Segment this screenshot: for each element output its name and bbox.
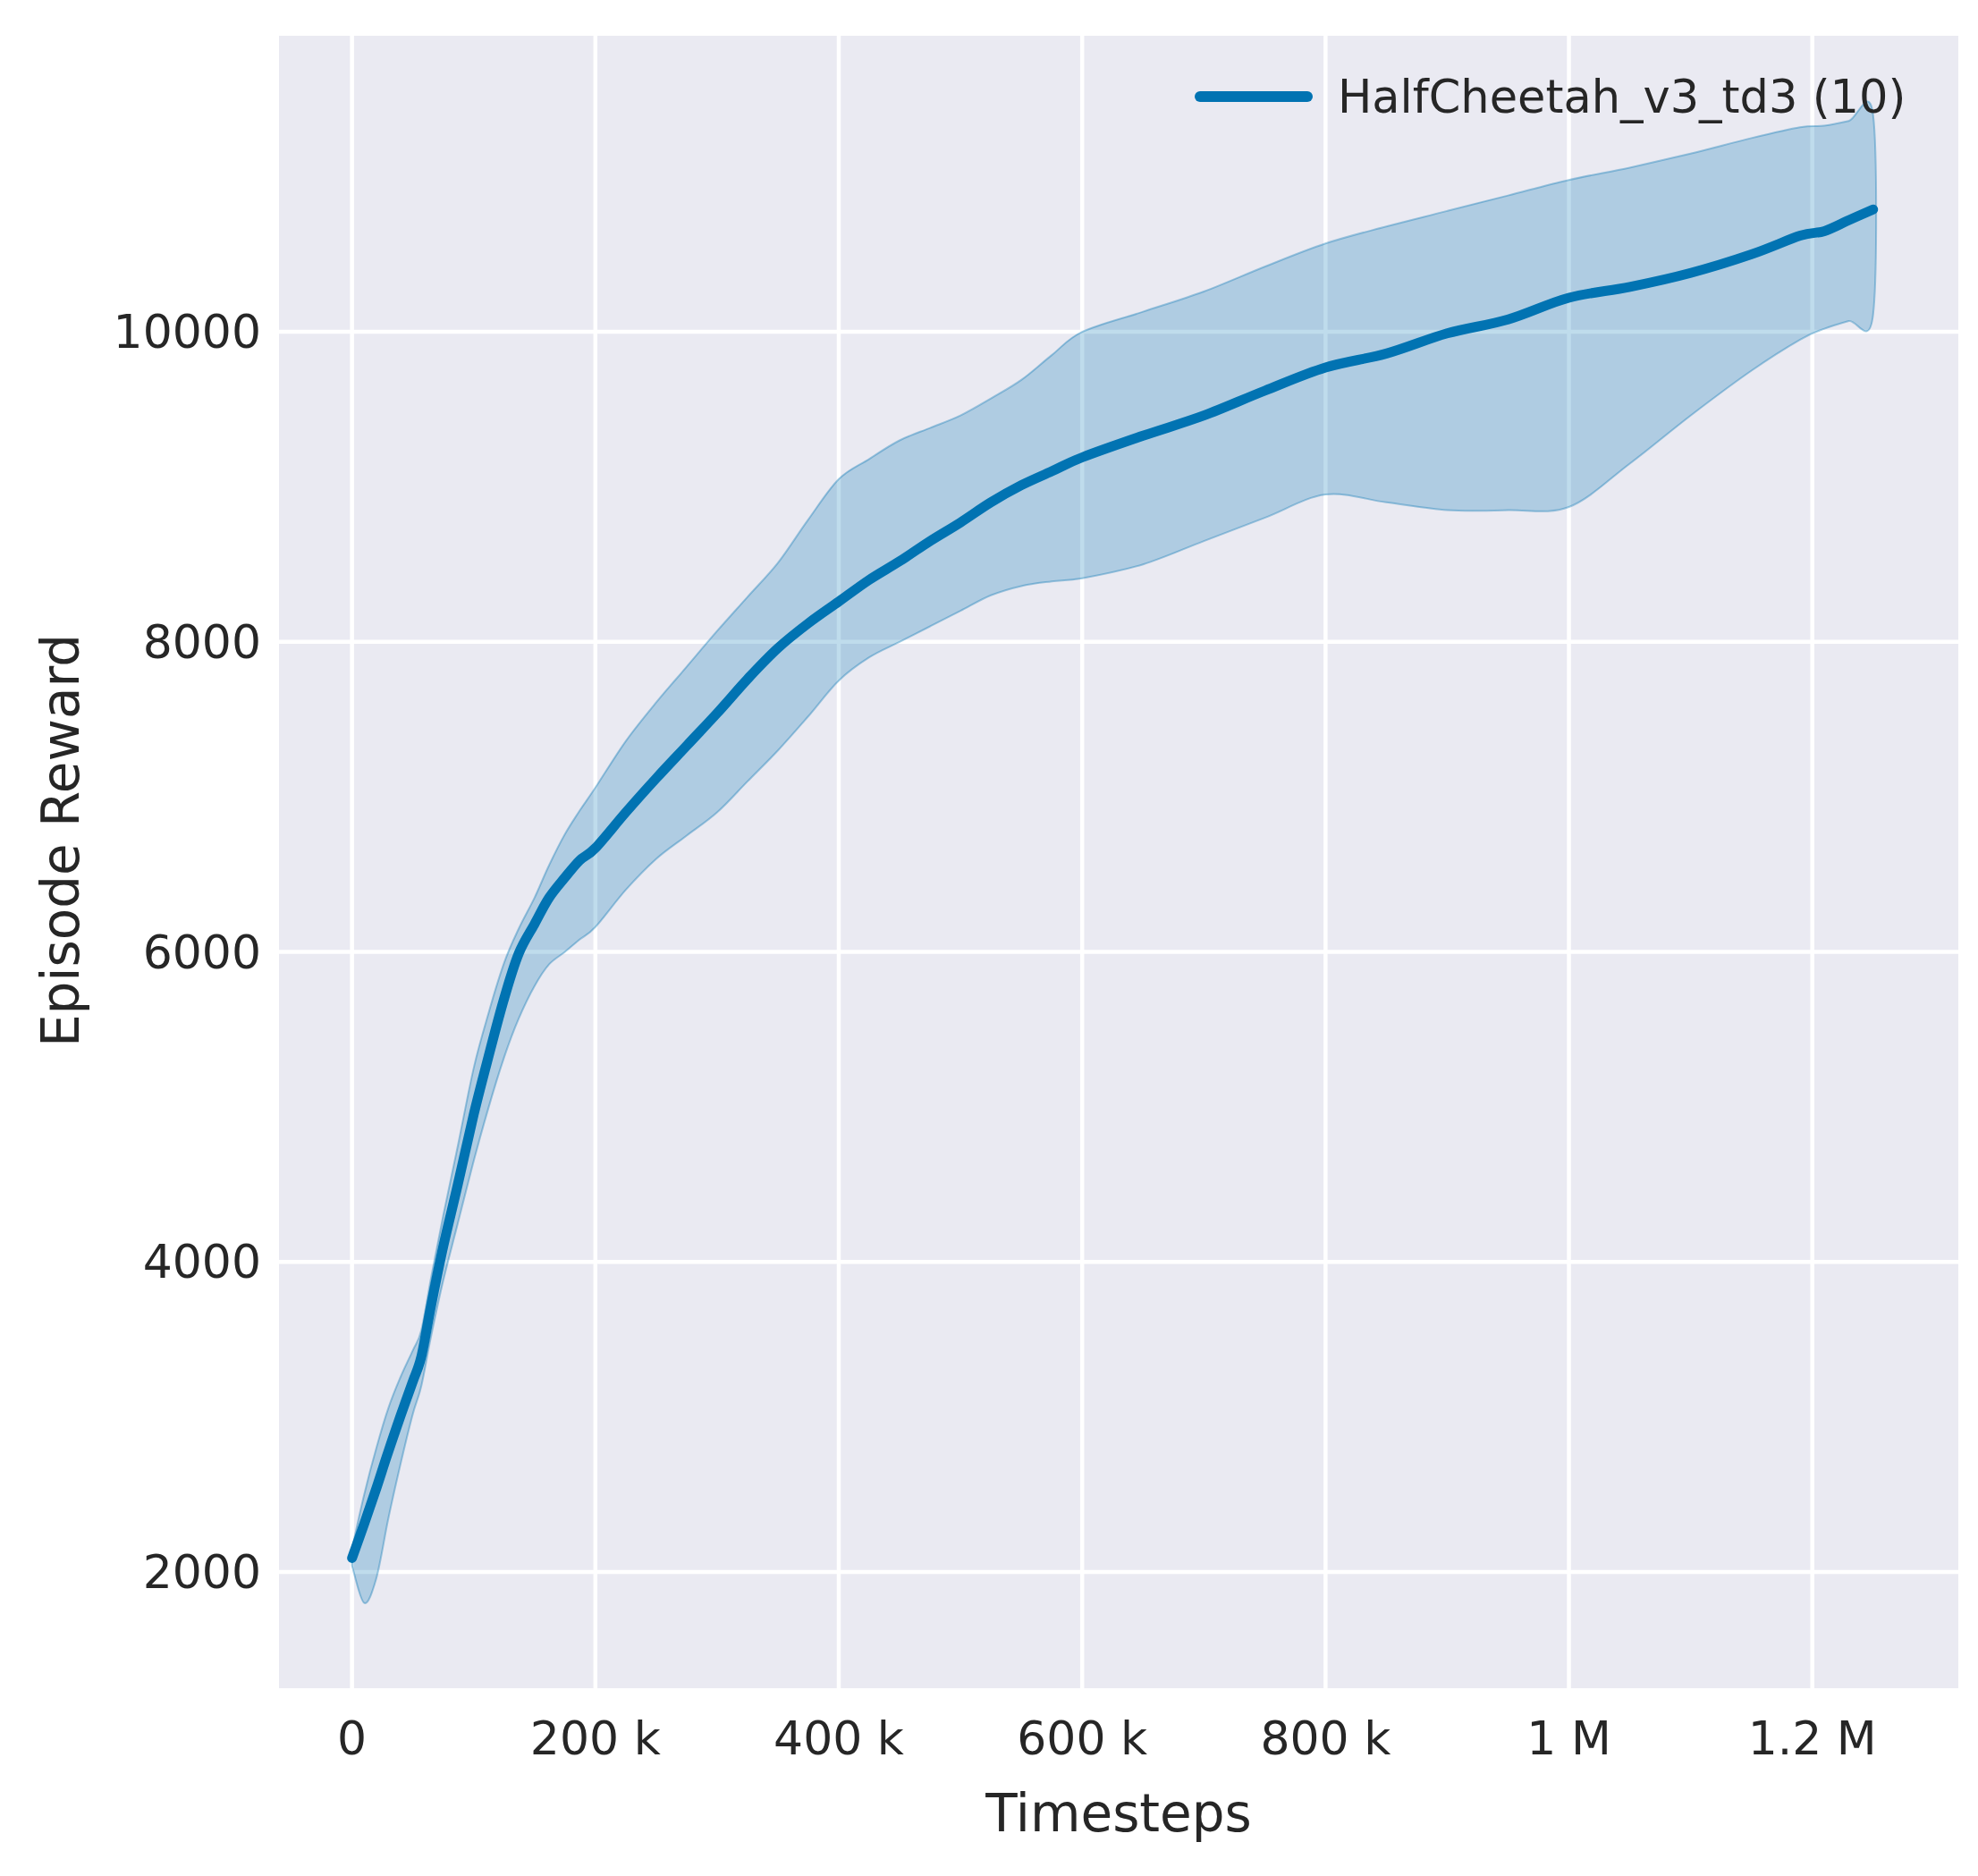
- x-tick-label: 200 k: [530, 1711, 661, 1765]
- x-tick-label: 400 k: [773, 1711, 904, 1765]
- x-tick-label: 600 k: [1017, 1711, 1147, 1765]
- line-chart: 0 200 k 400 k 600 k 800 k 1 M 1.2 M 2000 4000 600…: [0, 0, 1978, 1876]
- figure: 0 200 k 400 k 600 k 800 k 1 M 1.2 M 2000 4000 600…: [0, 0, 1978, 1876]
- legend-label: HalfCheetah_v3_td3 (10): [1338, 71, 1906, 123]
- y-tick-label: 2000: [143, 1545, 261, 1599]
- x-tick-label: 0: [337, 1711, 367, 1765]
- y-tick-label: 6000: [143, 925, 261, 979]
- y-tick-label: 4000: [143, 1235, 261, 1289]
- x-tick-label: 800 k: [1260, 1711, 1391, 1765]
- y-tick-label: 8000: [143, 615, 261, 669]
- x-tick-label: 1.2 M: [1748, 1711, 1877, 1765]
- x-axis-label: Timesteps: [985, 1783, 1252, 1844]
- x-tick-label: 1 M: [1526, 1711, 1610, 1765]
- y-tick-label: 10000: [114, 305, 261, 359]
- y-axis-label: Episode Reward: [30, 634, 91, 1047]
